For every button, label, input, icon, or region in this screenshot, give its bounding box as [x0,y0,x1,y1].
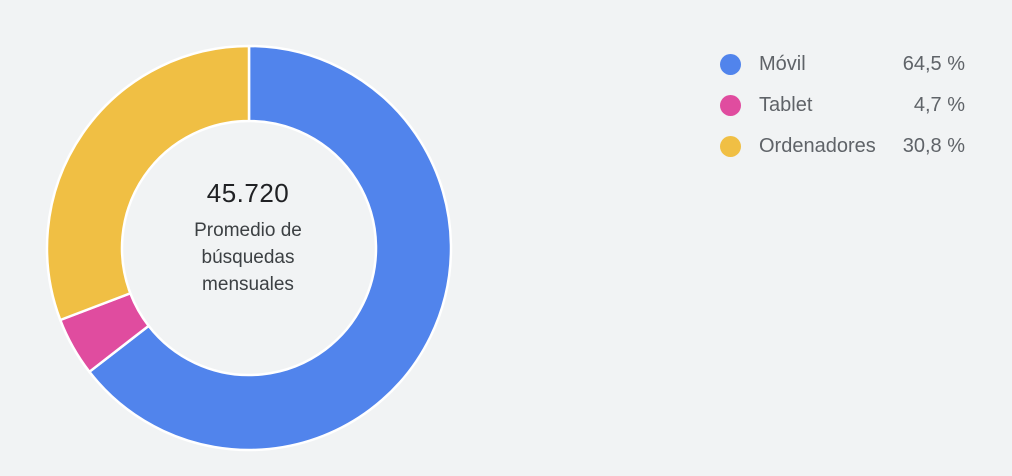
legend-value: 30,8 % [902,135,965,157]
legend-item-ordenadores[interactable]: Ordenadores 30,8 % [720,126,965,167]
center-caption-line: búsquedas [201,247,295,268]
legend-label: Tablet [759,94,813,116]
center-total-value: 45.720 [206,178,290,208]
donut-chart [45,44,453,452]
legend-value: 64,5 % [902,53,965,75]
donut-slice-movil[interactable] [88,44,453,452]
legend-item-movil[interactable]: Móvil 64,5 % [720,44,965,85]
center-caption-line: Promedio de [194,220,302,241]
center-caption-line: mensuales [202,274,294,295]
donut-center-label: 45.720 Promedio de búsquedas mensuales [148,178,348,298]
legend-value: 4,7 % [913,94,965,116]
legend: Móvil 64,5 % Tablet 4,7 % Ordenadores 30… [720,44,965,167]
legend-label: Móvil [759,53,806,75]
center-caption: Promedio de búsquedas mensuales [148,217,348,298]
legend-label: Ordenadores [759,135,876,157]
legend-item-tablet[interactable]: Tablet 4,7 % [720,85,965,126]
legend-swatch-icon [720,136,741,157]
donut-slice-ordenadores[interactable] [45,44,251,322]
legend-swatch-icon [720,95,741,116]
legend-swatch-icon [720,54,741,75]
